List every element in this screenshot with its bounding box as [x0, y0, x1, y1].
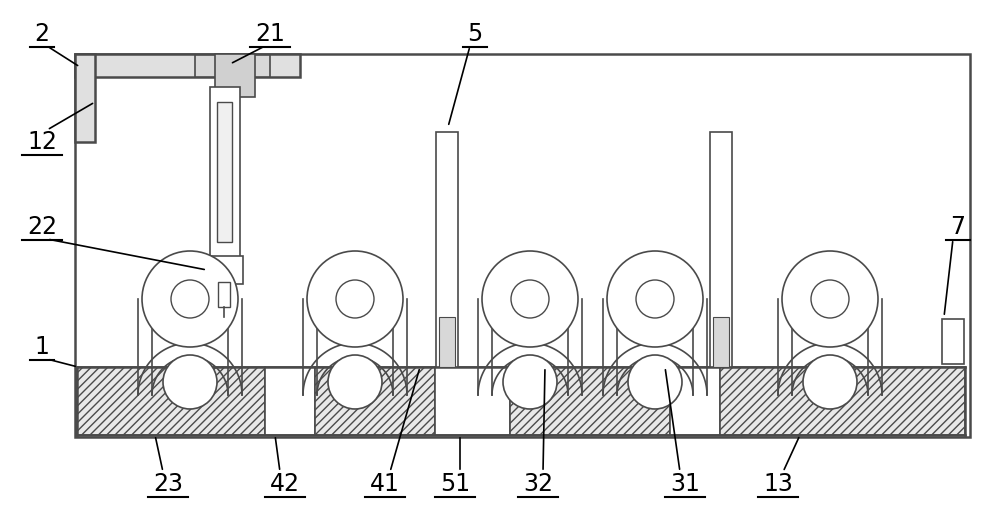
Bar [75, 54, 95, 142]
Bar [75, 54, 300, 77]
Bar [710, 132, 732, 367]
Text: 42: 42 [270, 472, 300, 496]
Bar [713, 317, 729, 367]
Bar [75, 54, 970, 437]
Bar [720, 367, 965, 435]
Bar [436, 132, 458, 367]
Circle shape [328, 355, 382, 409]
Text: 1: 1 [35, 335, 49, 359]
Bar [942, 319, 964, 364]
Circle shape [782, 251, 878, 347]
Circle shape [607, 251, 703, 347]
Text: 51: 51 [440, 472, 470, 496]
Bar [439, 317, 455, 367]
Bar [315, 367, 435, 435]
Text: 32: 32 [523, 472, 553, 496]
Circle shape [142, 251, 238, 347]
Text: 22: 22 [27, 215, 57, 239]
Bar [218, 282, 230, 307]
Circle shape [503, 355, 557, 409]
Bar [217, 102, 232, 242]
Text: 7: 7 [950, 215, 966, 239]
Circle shape [803, 355, 857, 409]
Text: 12: 12 [27, 130, 57, 154]
Bar [215, 54, 255, 97]
Circle shape [636, 280, 674, 318]
Circle shape [628, 355, 682, 409]
Circle shape [307, 251, 403, 347]
Text: 2: 2 [34, 22, 50, 46]
Bar [207, 256, 243, 284]
Text: 23: 23 [153, 472, 183, 496]
Bar [195, 55, 270, 77]
Bar [670, 367, 720, 435]
Text: 13: 13 [763, 472, 793, 496]
Bar [265, 367, 315, 435]
Circle shape [163, 355, 217, 409]
Text: 5: 5 [467, 22, 483, 46]
Circle shape [811, 280, 849, 318]
Circle shape [171, 280, 209, 318]
Text: 31: 31 [670, 472, 700, 496]
Text: 41: 41 [370, 472, 400, 496]
Bar [435, 367, 510, 435]
Circle shape [482, 251, 578, 347]
Text: 21: 21 [255, 22, 285, 46]
Bar [210, 87, 240, 262]
Bar [510, 367, 670, 435]
Bar [77, 367, 265, 435]
Circle shape [336, 280, 374, 318]
Circle shape [511, 280, 549, 318]
